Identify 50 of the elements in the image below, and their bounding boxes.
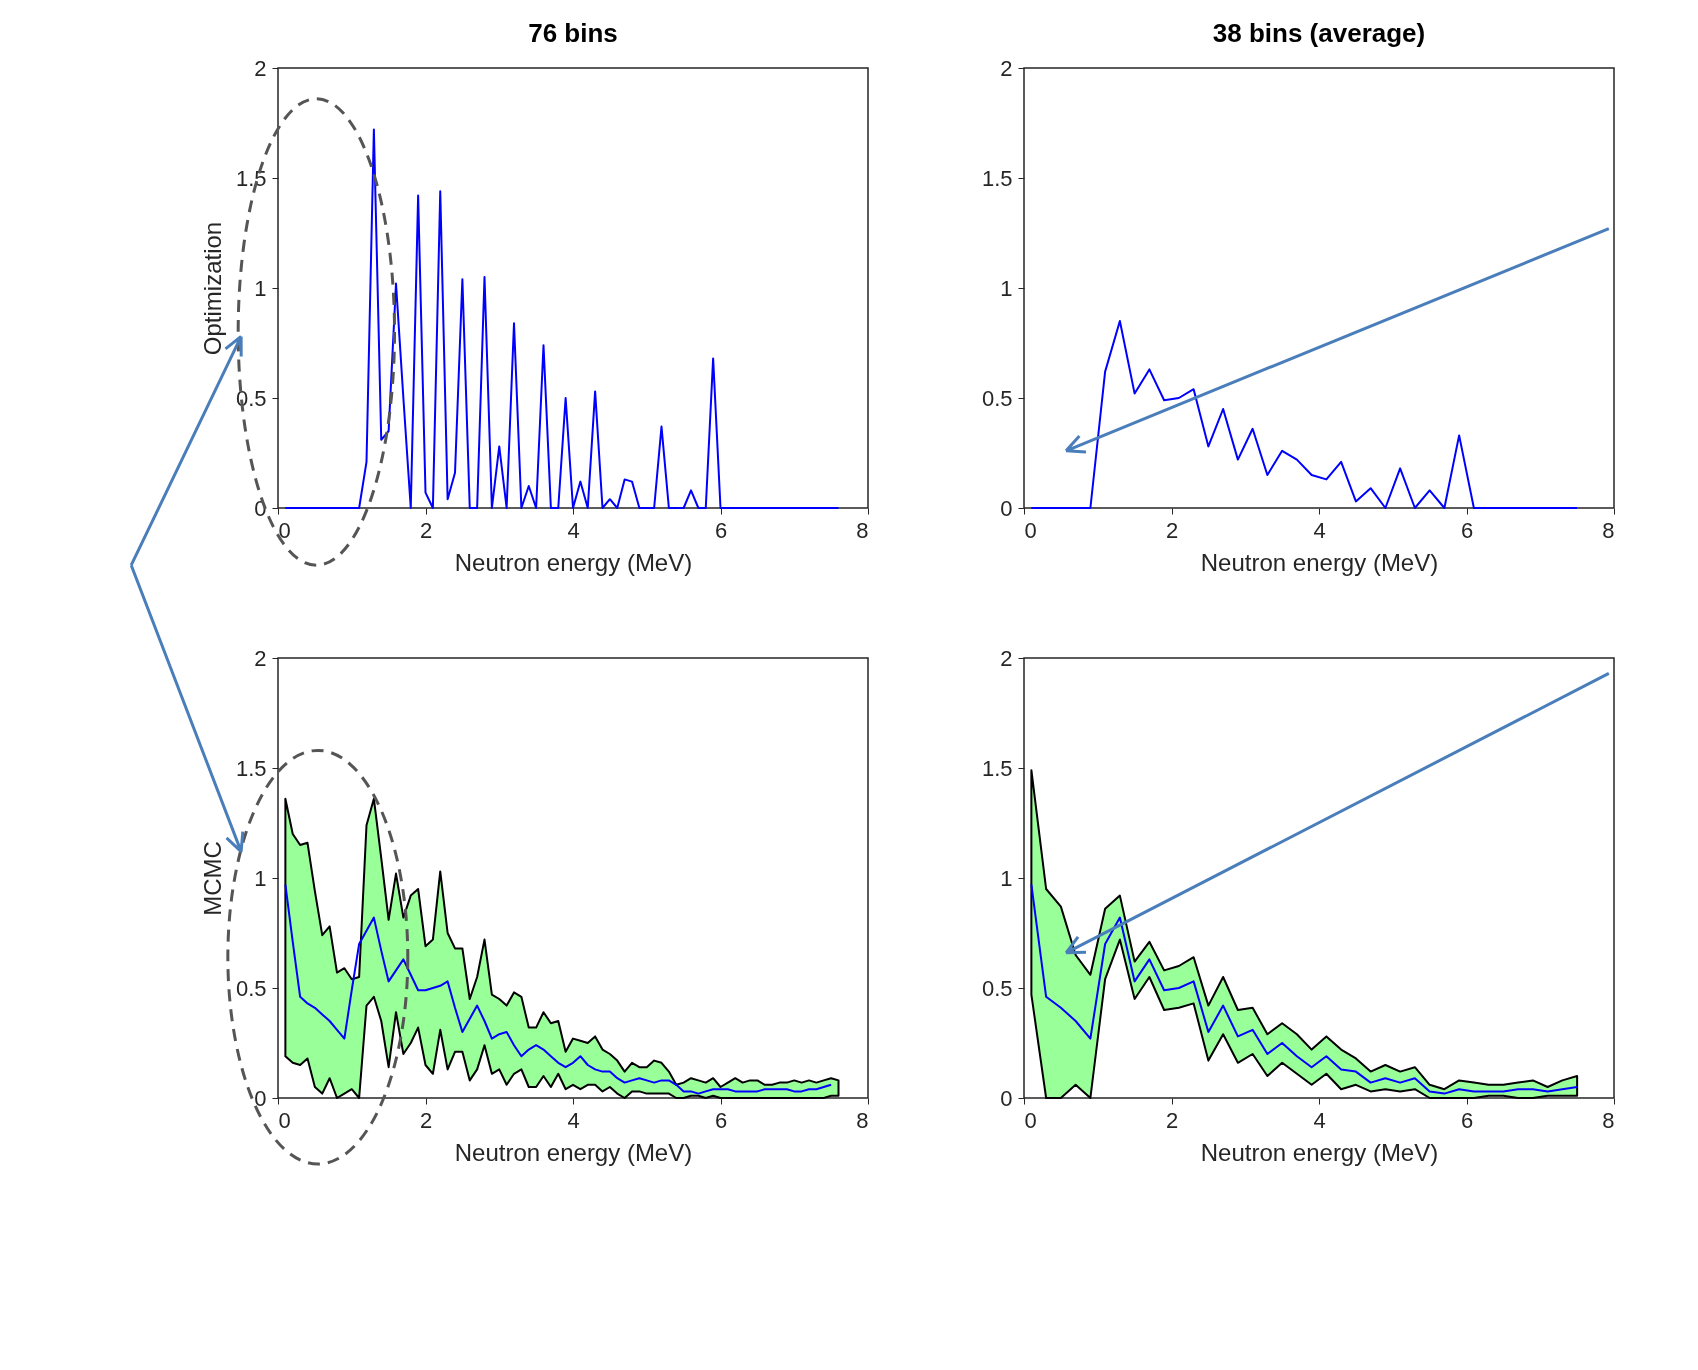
x-tick-label: 2 (419, 517, 433, 543)
x-axis-title: Neutron energy (MeV) (1200, 548, 1439, 576)
line-series (284, 883, 833, 1095)
x-tick-label: 4 (1313, 517, 1326, 543)
y-axis-title: Optimization (198, 221, 226, 356)
chart-title: 76 bins (528, 18, 618, 48)
y-tick-label: 0.5 (981, 385, 1013, 411)
x-tick-label: 0 (278, 1107, 291, 1133)
x-axis-title: Neutron energy (MeV) (454, 548, 693, 576)
y-tick-label: 0 (254, 1085, 267, 1111)
chart-title: 38 bins (average) (1212, 18, 1426, 48)
y-tick-label: 1 (254, 865, 267, 891)
y-tick-label: 0 (1000, 1085, 1013, 1111)
x-tick-label: 2 (1165, 517, 1179, 543)
y-tick-label: 1 (254, 275, 267, 301)
x-tick-label: 8 (856, 1107, 869, 1133)
y-tick-label: 2 (1000, 55, 1013, 81)
x-tick-label: 6 (714, 1107, 728, 1133)
y-tick-label: 1.5 (981, 755, 1013, 781)
x-tick-label: 4 (1313, 1107, 1326, 1133)
y-tick-label: 1.5 (235, 755, 267, 781)
line-series (1030, 883, 1579, 1095)
y-tick-label: 0.5 (981, 975, 1013, 1001)
y-tick-label: 2 (254, 645, 267, 671)
x-tick-label: 6 (1460, 1107, 1474, 1133)
y-tick-label: 1 (1000, 275, 1013, 301)
x-tick-label: 8 (856, 517, 869, 543)
x-tick-label: 0 (278, 517, 291, 543)
line-series (1030, 320, 1579, 509)
x-tick-label: 8 (1602, 517, 1615, 543)
y-axis-title: MCMC (198, 841, 226, 916)
x-tick-label: 0 (1024, 517, 1037, 543)
line-series (284, 128, 840, 509)
x-tick-label: 4 (567, 517, 580, 543)
x-axis-title: Neutron energy (MeV) (454, 1138, 693, 1166)
x-tick-label: 6 (714, 517, 728, 543)
y-tick-label: 2 (1000, 645, 1013, 671)
y-tick-label: 1.5 (981, 165, 1013, 191)
y-tick-label: 0.5 (235, 975, 267, 1001)
x-axis-title: Neutron energy (MeV) (1200, 1138, 1439, 1166)
x-tick-label: 8 (1602, 1107, 1615, 1133)
x-tick-label: 2 (1165, 1107, 1179, 1133)
y-tick-label: 2 (254, 55, 267, 81)
x-tick-label: 2 (419, 1107, 433, 1133)
x-tick-label: 0 (1024, 1107, 1037, 1133)
x-tick-label: 6 (1460, 517, 1474, 543)
x-tick-label: 4 (567, 1107, 580, 1133)
y-tick-label: 0 (1000, 495, 1013, 521)
y-tick-label: 0.5 (235, 385, 267, 411)
y-tick-label: 1 (1000, 865, 1013, 891)
